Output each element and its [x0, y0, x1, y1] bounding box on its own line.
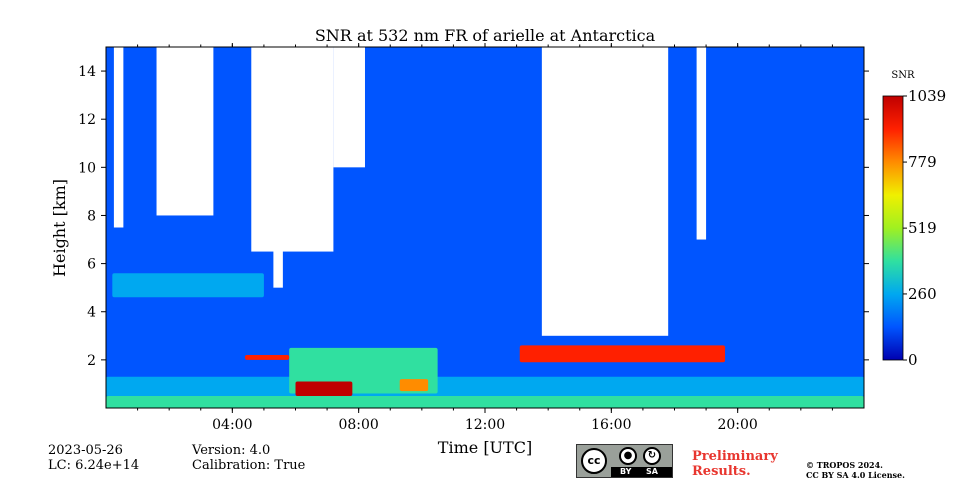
preliminary-notice: Preliminary — [692, 449, 778, 464]
x-tick-label-3: 16:00 — [591, 417, 631, 433]
x-tick-label-1: 08:00 — [338, 417, 378, 433]
y-axis: 2 4 6 8 10 12 14 — [78, 64, 869, 369]
attribution-icon: ● — [619, 447, 637, 465]
copyright-note: © TROPOS 2024. — [806, 460, 883, 470]
colorbar-tick-label-3: 779 — [908, 153, 937, 171]
no-data-region-4 — [333, 47, 365, 168]
by-label: BY — [620, 467, 632, 476]
heatmap-feature-7 — [519, 345, 726, 363]
colorbar-tick-label-2: 519 — [908, 219, 937, 237]
y-tick-label-4: 10 — [78, 160, 96, 176]
no-data-region-3 — [273, 239, 283, 288]
y-tick-label-5: 12 — [78, 112, 96, 128]
measurement-date: 2023-05-26 — [48, 443, 123, 458]
cc-icon: cc — [581, 448, 607, 474]
heatmap-feature-0 — [106, 395, 864, 408]
y-axis-label: Height [km] — [50, 179, 69, 277]
heatmap-feature-1 — [106, 376, 864, 396]
calibration-info: Calibration: True — [192, 458, 306, 473]
lidar-constant: LC: 6.24e+14 — [48, 458, 140, 473]
no-data-region-5 — [541, 47, 669, 336]
version-info: Version: 4.0 — [192, 443, 271, 458]
y-tick-label-1: 4 — [87, 305, 96, 321]
colorbar-tick-label-4: 1039 — [908, 87, 946, 105]
x-tick-label-4: 20:00 — [717, 417, 757, 433]
y-tick-label-2: 6 — [87, 257, 96, 273]
y-tick-label-3: 8 — [87, 208, 96, 224]
x-tick-label-2: 12:00 — [465, 417, 505, 433]
heatmap-area — [106, 47, 864, 408]
license-note: CC BY SA 4.0 License. — [806, 470, 905, 480]
cc-by-sa-badge: cc ● ↻ BY SA — [576, 444, 673, 478]
no-data-region-2 — [251, 47, 334, 252]
heatmap-background — [106, 47, 864, 408]
y-tick-label-6: 14 — [78, 64, 96, 80]
sa-label: SA — [646, 467, 658, 476]
colorbar-ticks: 0 260 519 779 1039 — [903, 87, 946, 369]
colorbar-label: SNR — [891, 70, 915, 81]
no-data-region-1 — [156, 47, 214, 216]
no-data-region-0 — [113, 47, 124, 228]
share-alike-icon: ↻ — [643, 447, 661, 465]
colorbar-tick-label-0: 0 — [908, 351, 918, 369]
colorbar — [882, 95, 904, 361]
y-tick-label-0: 2 — [87, 353, 96, 369]
x-tick-label-0: 04:00 — [212, 417, 252, 433]
preliminary-notice-2: Results. — [692, 464, 751, 479]
heatmap-feature-2 — [112, 273, 264, 298]
no-data-region-6 — [696, 47, 707, 240]
x-axis-label: Time [UTC] — [438, 438, 532, 457]
x-axis: 04:00 08:00 12:00 16:00 20:00 — [137, 43, 833, 433]
heatmap-feature-6 — [244, 355, 290, 360]
chart-title: SNR at 532 nm FR of arielle at Antarctic… — [315, 26, 656, 45]
heatmap-feature-5 — [399, 379, 429, 392]
colorbar-tick-label-1: 260 — [908, 285, 937, 303]
heatmap-feature-4 — [295, 381, 353, 396]
